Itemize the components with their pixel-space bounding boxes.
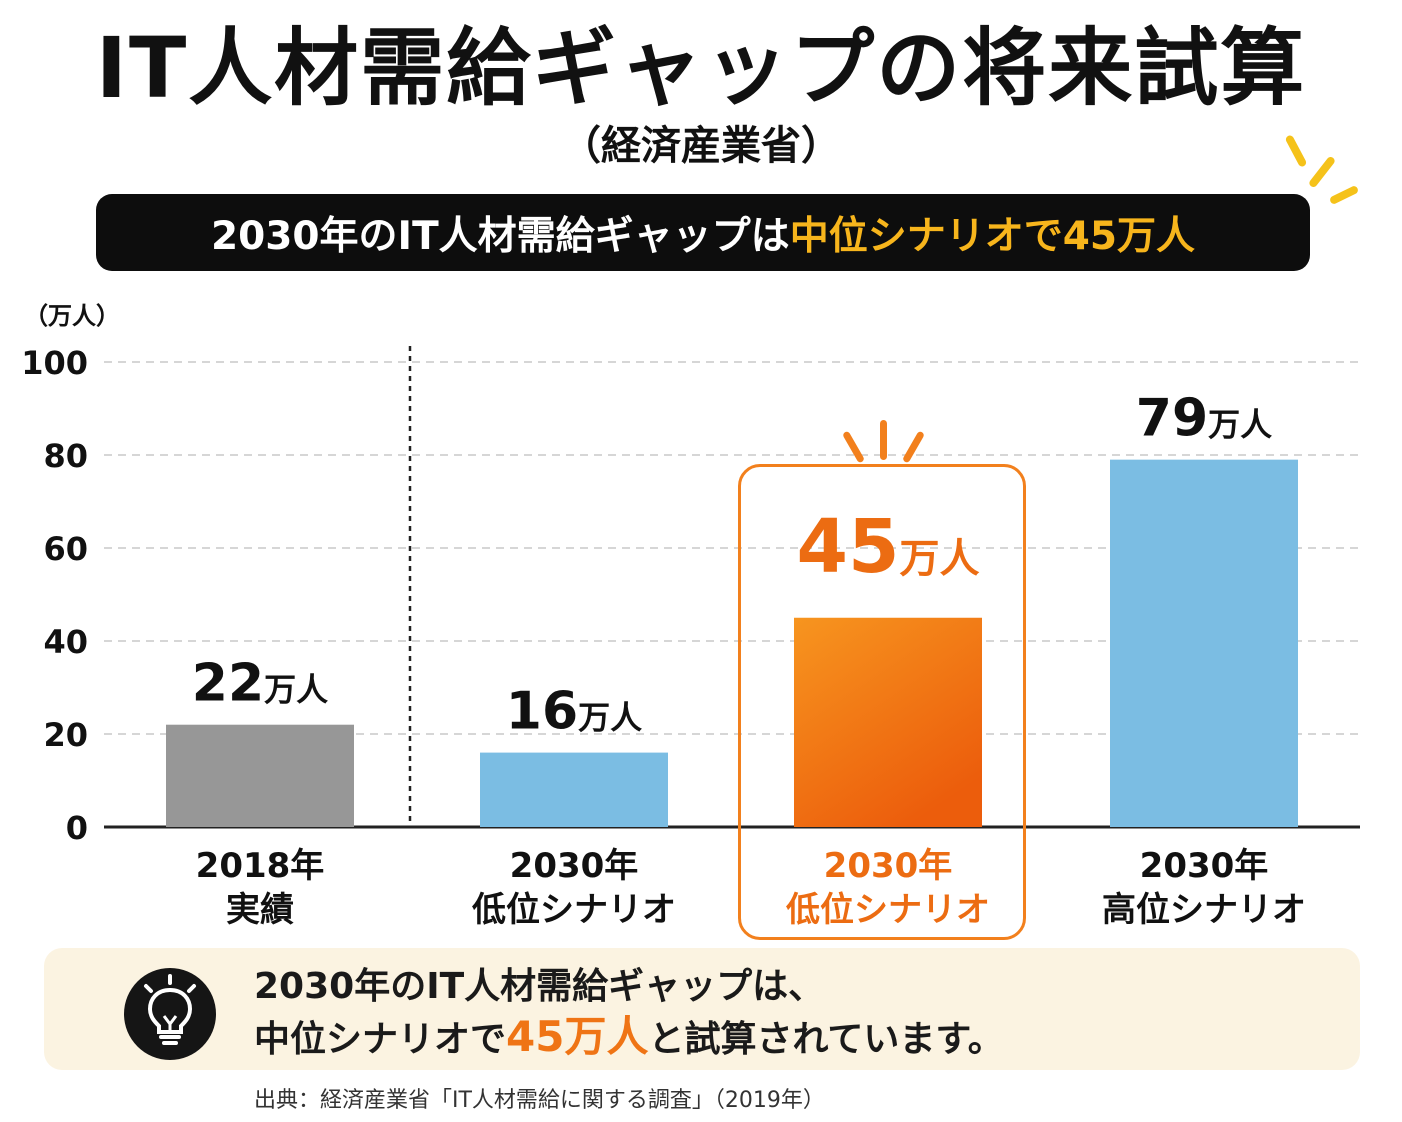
summary-line-2: 中位シナリオで45万人と試算されています。 <box>254 1012 1004 1061</box>
bar <box>480 752 668 827</box>
highlight-frame <box>738 464 1026 940</box>
bar <box>166 724 354 827</box>
summary-text: 2030年のIT人材需給ギャップは、 中位シナリオで45万人と試算されています。 <box>254 962 1004 1065</box>
y-tick-label: 60 <box>43 530 88 568</box>
data-label: 16万人 <box>506 682 642 742</box>
page-title: IT人材需給ギャップの将来試算 <box>95 19 1307 117</box>
data-label: 45万人 <box>797 504 980 590</box>
bar <box>794 617 982 827</box>
summary-line-1: 2030年のIT人材需給ギャップは、 <box>254 966 825 1007</box>
banner-highlight: 中位シナリオで45万人 <box>789 213 1195 259</box>
y-tick-label: 0 <box>66 809 88 847</box>
bar-chart: 0 20 40 60 80 100 22万人 16万人 45万人 79万人 <box>21 344 1360 847</box>
x-tick-label: 2018年 実績 <box>195 846 325 930</box>
source-citation: 出典：経済産業省「IT人材需給に関する調査」（2019年） <box>254 1088 825 1113</box>
data-label: 79万人 <box>1136 389 1272 449</box>
x-tick-label: 2030年 高位シナリオ <box>1102 846 1306 930</box>
lightbulb-icon <box>124 968 216 1060</box>
summary-note: 2030年のIT人材需給ギャップは、 中位シナリオで45万人と試算されています。 <box>44 948 1360 1070</box>
data-label: 22万人 <box>192 654 328 714</box>
summary-highlight: 45万人 <box>506 1012 649 1061</box>
headline-banner: 2030年のIT人材需給ギャップは 中位シナリオで45万人 <box>96 194 1310 271</box>
x-tick-label: 2030年 低位シナリオ <box>472 846 676 930</box>
y-tick-label: 80 <box>43 437 88 475</box>
bar <box>1110 459 1298 827</box>
banner-text: 2030年のIT人材需給ギャップは <box>211 213 790 259</box>
x-tick-label: 2030年 低位シナリオ <box>786 846 990 930</box>
y-tick-label: 100 <box>21 344 88 382</box>
page-subtitle: （経済産業省） <box>561 123 841 169</box>
y-tick-label: 40 <box>43 623 88 661</box>
y-axis-unit: （万人） <box>24 302 120 330</box>
y-tick-label: 20 <box>43 716 88 754</box>
